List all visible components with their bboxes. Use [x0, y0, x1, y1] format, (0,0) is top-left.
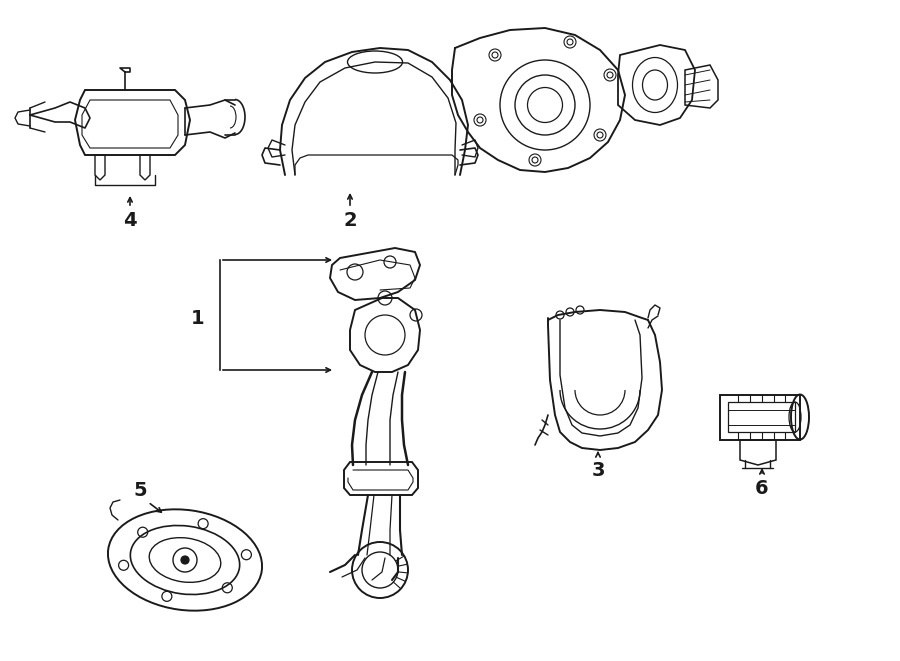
- Text: 2: 2: [343, 210, 356, 229]
- Text: 6: 6: [755, 479, 769, 498]
- Text: 4: 4: [123, 210, 137, 229]
- Circle shape: [181, 556, 189, 564]
- Text: 1: 1: [191, 309, 205, 327]
- Text: 3: 3: [591, 461, 605, 479]
- Text: 5: 5: [133, 481, 147, 500]
